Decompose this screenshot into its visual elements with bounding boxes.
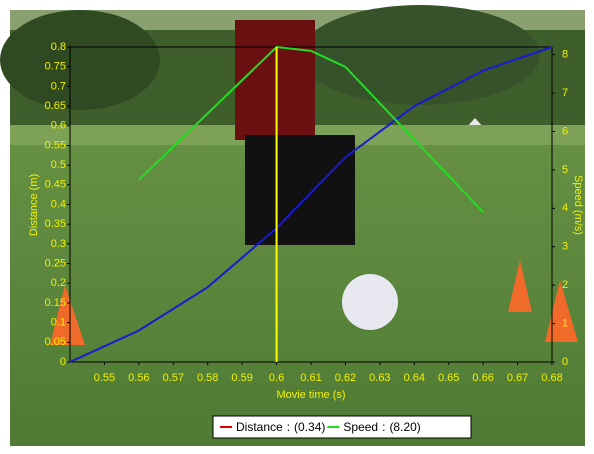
y-tick-label: 0.5 [51, 159, 66, 171]
legend-name: Speed [343, 420, 378, 434]
x-tick-label: 0.67 [507, 372, 528, 384]
legend-separator: : [382, 420, 385, 434]
y-tick-label: 0 [60, 356, 66, 368]
photo-background [0, 5, 585, 446]
y2-tick-label: 4 [562, 202, 568, 214]
x-tick-label: 0.66 [472, 372, 493, 384]
series-line [69, 46, 553, 363]
x-tick-label: 0.58 [197, 372, 218, 384]
legend-readout: (8.20) [389, 420, 420, 434]
y2-tick-label: 1 [562, 317, 568, 329]
x-tick-label: 0.56 [128, 372, 149, 384]
y2-tick-label: 3 [562, 241, 568, 253]
x-tick-label: 0.59 [231, 372, 252, 384]
y2-tick-label: 6 [562, 125, 568, 137]
y-tick-label: 0.8 [51, 41, 66, 53]
legend-name: Distance [236, 420, 283, 434]
y-tick-label: 0.15 [45, 297, 66, 309]
y2-axis-title: Speed (m/s) [572, 175, 584, 235]
legend-entry: Distance: (0.34) [236, 420, 325, 434]
x-tick-label: 0.6 [269, 372, 284, 384]
x-tick-label: 0.62 [335, 372, 356, 384]
x-tick-label: 0.55 [94, 372, 115, 384]
y-tick-label: 0.45 [45, 179, 66, 191]
y2-tick-label: 2 [562, 279, 568, 291]
y-tick-label: 0.55 [45, 139, 66, 151]
x-tick-label: 0.64 [404, 372, 425, 384]
x-tick-label: 0.61 [300, 372, 321, 384]
y-tick-label: 0.25 [45, 257, 66, 269]
legend-readout: (0.34) [294, 420, 325, 434]
y2-tick-label: 8 [562, 49, 568, 61]
y-tick-label: 0.7 [51, 80, 66, 92]
legend-entry: Speed: (8.20) [343, 420, 420, 434]
y-tick-label: 0.2 [51, 277, 66, 289]
x-tick-label: 0.65 [438, 372, 459, 384]
y2-tick-label: 7 [562, 87, 568, 99]
x-axis-title: Movie time (s) [276, 389, 345, 401]
y-tick-label: 0.4 [51, 198, 66, 210]
legend-box [212, 415, 472, 439]
y-tick-label: 0.75 [45, 61, 66, 73]
y-tick-label: 0.1 [51, 317, 66, 329]
y2-tick-label: 0 [562, 356, 568, 368]
y-tick-label: 0.05 [45, 336, 66, 348]
y-tick-label: 0.6 [51, 120, 66, 132]
y-tick-label: 0.3 [51, 238, 66, 250]
x-tick-label: 0.63 [369, 372, 390, 384]
x-tick-label: 0.68 [541, 372, 562, 384]
y-tick-label: 0.35 [45, 218, 66, 230]
legend-separator: : [287, 420, 290, 434]
x-tick-label: 0.57 [163, 372, 184, 384]
series-line [138, 45, 484, 213]
y-axis-title: Distance (m) [28, 174, 40, 236]
y2-tick-label: 5 [562, 164, 568, 176]
y-tick-label: 0.65 [45, 100, 66, 112]
